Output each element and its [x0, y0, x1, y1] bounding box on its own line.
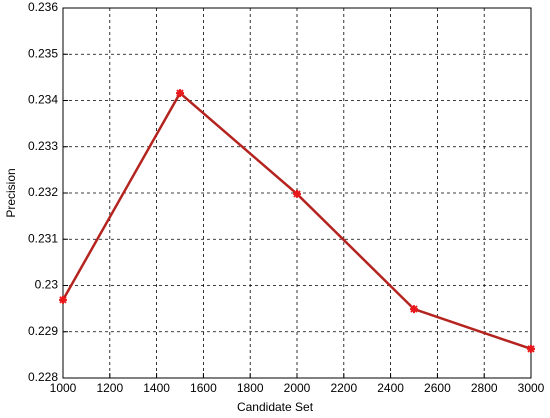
marker [176, 89, 184, 98]
x-tick-label: 1400 [143, 381, 170, 395]
x-tick-label: 2800 [471, 381, 498, 395]
x-tick-label: 1200 [96, 381, 123, 395]
y-tick-label: 0.232 [28, 185, 58, 199]
x-tick-label: 2400 [377, 381, 404, 395]
marker [293, 189, 301, 198]
x-tick-label: 1800 [237, 381, 264, 395]
marker [527, 344, 535, 353]
x-tick-label: 1600 [190, 381, 217, 395]
y-tick-label: 0.236 [28, 0, 58, 14]
y-tick-label: 0.228 [28, 370, 58, 384]
x-axis-label: Candidate Set [237, 400, 314, 414]
marker [410, 305, 418, 314]
x-tick-label: 1000 [50, 381, 77, 395]
plot-frame [62, 7, 532, 379]
x-tick-label: 2200 [330, 381, 357, 395]
y-axis-label: Precision [4, 168, 18, 217]
y-tick-label: 0.229 [28, 324, 58, 338]
y-tick-label: 0.233 [28, 139, 58, 153]
y-tick-label: 0.23 [35, 278, 59, 292]
x-tick-label: 3000 [518, 381, 545, 395]
x-tick-label: 2600 [424, 381, 451, 395]
marker [59, 295, 67, 304]
y-tick-label: 0.235 [28, 46, 58, 60]
x-tick-label: 2000 [284, 381, 311, 395]
y-tick-label: 0.231 [28, 231, 58, 245]
y-tick-label: 0.234 [28, 93, 58, 107]
